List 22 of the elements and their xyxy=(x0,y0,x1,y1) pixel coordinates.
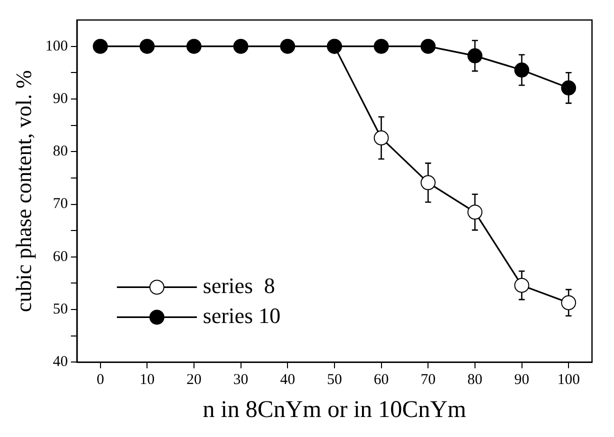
x-tick-label: 30 xyxy=(233,372,248,388)
x-tick-label: 20 xyxy=(186,372,202,388)
x-tick-label: 40 xyxy=(280,372,296,388)
x-tick-label: 0 xyxy=(96,372,104,388)
x-tick-label: 80 xyxy=(467,372,482,388)
y-axis-title: cubic phase content, vol. % xyxy=(10,70,36,312)
x-tick-label: 10 xyxy=(140,372,155,388)
y-tick-label: 90 xyxy=(52,90,68,107)
y-tick-label: 50 xyxy=(52,301,68,318)
legend-label: series 8 xyxy=(202,272,275,298)
legend-label: series 10 xyxy=(202,302,280,328)
y-tick-label: 60 xyxy=(52,248,68,265)
x-axis-title: n in 8CnYm or in 10CnYm xyxy=(202,396,466,423)
x-tick-label: 70 xyxy=(420,372,436,388)
x-tick-label: 60 xyxy=(374,372,389,388)
x-tick-label: 90 xyxy=(514,372,530,388)
y-tick-label: 70 xyxy=(52,196,68,212)
y-tick-label: 100 xyxy=(45,38,68,54)
y-tick-label: 40 xyxy=(52,354,68,370)
x-tick-label: 100 xyxy=(557,372,580,388)
y-tick-label: 80 xyxy=(52,144,68,160)
x-tick-label: 50 xyxy=(326,372,342,388)
